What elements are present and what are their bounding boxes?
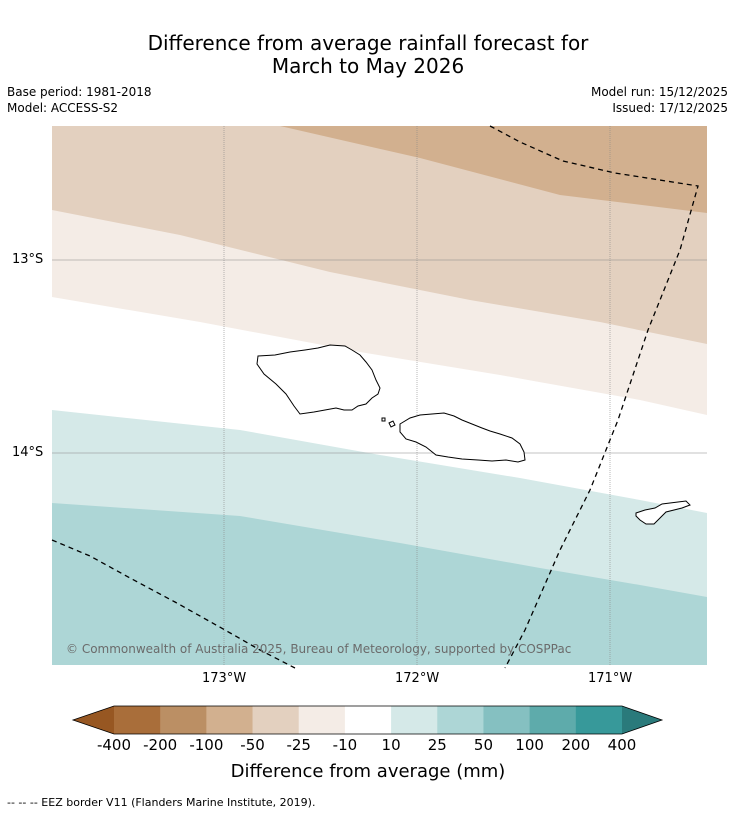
apolima-island bbox=[381, 417, 386, 422]
graticule bbox=[52, 126, 707, 665]
colorbar-tick-label: 10 bbox=[381, 736, 401, 754]
colorbar bbox=[71, 705, 664, 735]
colorbar-title: Difference from average (mm) bbox=[230, 761, 506, 782]
colorbar-low-extend bbox=[73, 706, 114, 734]
title-line-1: Difference from average rainfall forecas… bbox=[147, 31, 589, 55]
eez-footnote: -- -- -- EEZ border V11 (Flanders Marine… bbox=[7, 796, 316, 809]
lon-label-171w: 171°W bbox=[588, 671, 633, 686]
colorbar-tick-label: -400 bbox=[96, 736, 132, 754]
colorbar-swatch bbox=[160, 706, 207, 734]
base-period: Base period: 1981-2018 bbox=[7, 85, 152, 99]
colorbar-tick-label: -200 bbox=[143, 736, 178, 754]
colorbar-tick-label: -50 bbox=[240, 736, 265, 754]
colorbar-swatch bbox=[114, 706, 161, 734]
colorbar-swatch bbox=[252, 706, 300, 734]
forecast-map: © Commonwealth of Australia 2025, Bureau… bbox=[51, 125, 707, 669]
savaii-island bbox=[256, 344, 381, 415]
lon-label-173w: 173°W bbox=[202, 671, 247, 686]
colorbar-tick-label: -10 bbox=[332, 736, 358, 754]
colorbar-swatch bbox=[344, 706, 392, 734]
colorbar-swatch bbox=[575, 706, 623, 734]
islands bbox=[256, 344, 691, 525]
eez-border bbox=[51, 125, 699, 669]
lat-label-14s: 14°S bbox=[12, 445, 44, 460]
issued-date: Issued: 17/12/2025 bbox=[612, 101, 728, 115]
colorbar-swatch bbox=[483, 706, 531, 734]
colorbar-tick-label: -25 bbox=[286, 736, 311, 754]
upolu-island bbox=[399, 412, 526, 463]
band-minus100-to-minus50 bbox=[280, 126, 707, 213]
colorbar-swatch bbox=[529, 706, 577, 734]
colorbar-outline bbox=[71, 705, 664, 735]
copyright-notice: © Commonwealth of Australia 2025, Bureau… bbox=[66, 642, 571, 656]
lat-label-13s: 13°S bbox=[12, 252, 44, 267]
eez-border-east bbox=[489, 125, 699, 669]
manono-island bbox=[388, 420, 396, 428]
model-name: Model: ACCESS-S2 bbox=[7, 101, 119, 115]
colorbar-tick-label: 400 bbox=[607, 736, 637, 754]
colorbar-tick-label: 25 bbox=[427, 736, 447, 754]
colorbar-tick-label: -100 bbox=[189, 736, 224, 754]
colorbar-swatch bbox=[206, 706, 253, 734]
title-line-2: March to May 2026 bbox=[271, 54, 465, 78]
colorbar-tick-label: 100 bbox=[515, 736, 544, 754]
colorbar-high-extend bbox=[622, 706, 662, 734]
lon-label-172w: 172°W bbox=[395, 671, 440, 686]
colorbar-tick-label: 50 bbox=[473, 736, 493, 754]
eez-border-southwest bbox=[51, 539, 296, 669]
colorbar-swatch bbox=[437, 706, 484, 734]
colorbar-tick-label: 200 bbox=[561, 736, 591, 754]
colorbar-swatch bbox=[298, 706, 346, 734]
rainfall-bands bbox=[52, 126, 707, 665]
colorbar-swatches bbox=[114, 706, 623, 734]
model-run: Model run: 15/12/2025 bbox=[590, 85, 728, 99]
tutuila-island bbox=[635, 500, 691, 525]
colorbar-swatch bbox=[391, 706, 438, 734]
